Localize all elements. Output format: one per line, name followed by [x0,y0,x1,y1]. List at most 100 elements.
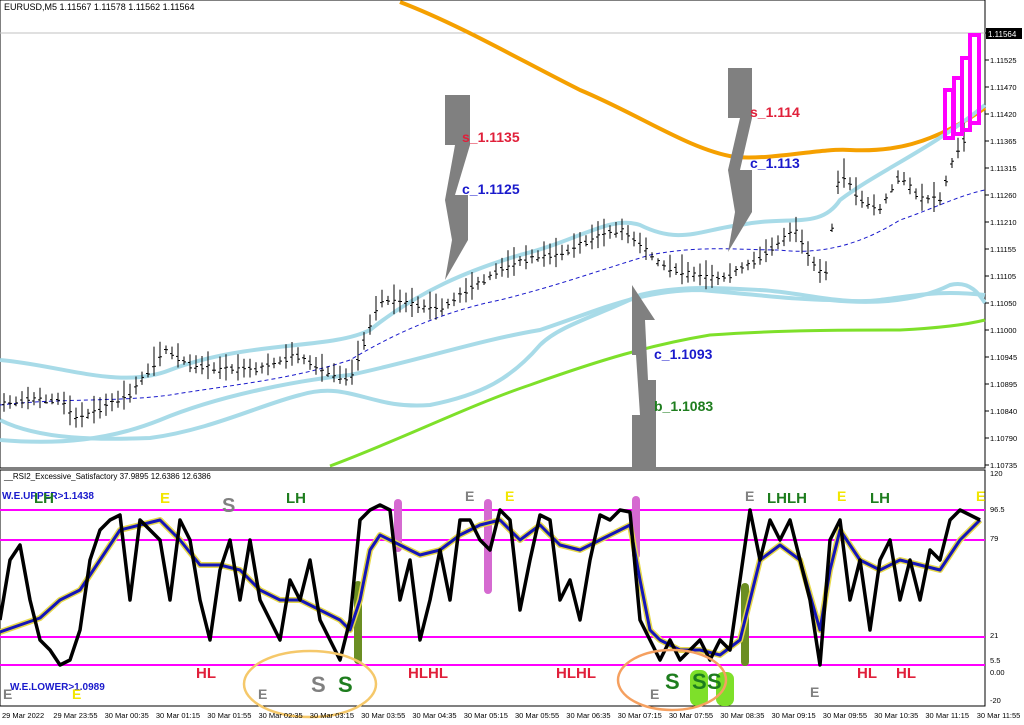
price-tick-label: 1.11420 [990,110,1017,119]
gray-buy-arrow [632,285,656,468]
time-tick-label: 30 Mar 07:15 [618,711,662,720]
marker-e: E [505,488,514,504]
time-tick-label: 30 Mar 03:15 [310,711,354,720]
marker-e: E [837,488,846,504]
indicator-title: __RSI2_Excessive_Satisfactory 37.9895 12… [3,472,211,481]
time-tick-label: 30 Mar 01:15 [156,711,200,720]
marker-lhlh: LHLH [767,490,807,507]
rsi-line [0,503,981,667]
indicator-level-label: 96.5 [990,505,1005,514]
annotation-s2: s_1.114 [750,104,800,120]
price-tick-label: 1.11260 [990,191,1017,200]
lower-level-label: W.E.LOWER>1.0989 [10,682,105,693]
marker-e: E [72,686,81,702]
annotation-b3: b_1.1083 [654,398,713,414]
price-tick-label: 1.11000 [990,326,1017,335]
marker-hl: HL [857,665,877,682]
lime-blob-1 [690,670,708,706]
marker-lh: LH [286,490,306,507]
time-tick-label: 30 Mar 05:55 [515,711,559,720]
current-price-box [986,28,1022,39]
price-tick-label: 1.10840 [990,407,1017,416]
marker-s: S [222,495,235,517]
annotation-s1: s_1.1135 [462,129,520,145]
price-tick-label: 1.11470 [990,83,1017,92]
price-tick-label: 1.10735 [990,461,1017,470]
time-tick-label: 30 Mar 11:15 [925,711,969,720]
price-bars [2,122,966,428]
price-tick-label: 1.11525 [990,56,1017,65]
marker-e: E [160,490,170,507]
marker-hlhl: HLHL [556,665,596,682]
price-tick-label: 1.11315 [990,164,1017,173]
highlight-ellipse-2 [616,648,728,712]
time-tick-label: 30 Mar 05:15 [464,711,508,720]
price-tick-label: 1.11050 [990,299,1017,308]
time-tick-label: 29 Mar 23:55 [53,711,97,720]
marker-s: S [692,669,707,694]
marker-hl: HL [896,665,916,682]
price-tick-label: 1.10895 [990,380,1017,389]
marker-s: S [311,672,326,697]
time-tick-label: 30 Mar 01:55 [207,711,251,720]
gray-sell-arrow-1 [445,95,470,280]
green-ma-line [329,318,986,468]
time-tick-label: 30 Mar 09:15 [772,711,816,720]
time-tick-label: 29 Mar 2022 [2,711,44,720]
price-tick-label: 1.10945 [990,353,1017,362]
bollinger-lower-line [0,285,986,441]
time-tick-label: 30 Mar 00:35 [105,711,149,720]
time-tick-label: 30 Mar 04:35 [412,711,456,720]
upper-level-label: W.E.UPPER>1.1438 [2,491,94,502]
marker-s: S [338,672,353,697]
main-chart-frame [0,0,986,469]
annotation-c3: c_1.1093 [654,346,713,362]
time-tick-label: 30 Mar 09:55 [823,711,867,720]
current-price-label: 1.11564 [988,30,1017,39]
highlight-ellipse-1 [242,649,378,719]
mid-dashed-ma-line [0,189,986,406]
marker-e: E [465,488,474,504]
price-tick-label: 1.10790 [990,434,1017,443]
marker-e: E [745,488,754,504]
signal-markers: LH E S LH E E E LHLH E LH E E HL E S S H… [3,488,985,702]
indicator-level-label: 5.5 [990,656,1000,665]
time-tick-label: 30 Mar 07:55 [669,711,713,720]
price-tick-label: 1.11365 [990,137,1017,146]
indicator-level-label: 79 [990,534,998,543]
time-tick-label: 30 Mar 10:35 [874,711,918,720]
indicator-frame [0,469,986,707]
indicator-level-label: -20 [990,696,1001,705]
marker-s: S [707,669,722,694]
symbol-info-header: EURUSD,M5 1.11567 1.11578 1.11562 1.1156… [4,2,194,12]
marker-lh: LH [34,490,54,507]
time-tick-label: 30 Mar 06:35 [566,711,610,720]
marker-hlhl: HLHL [408,665,448,682]
indicator-level-label: 120 [990,469,1003,478]
time-tick-label: 30 Mar 02:35 [259,711,303,720]
price-tick-label: 1.11210 [990,218,1017,227]
marker-e: E [976,488,985,504]
bollinger-middle-line [0,282,987,444]
time-tick-label: 30 Mar 11:55 [977,711,1021,720]
price-tick-label: 1.11155 [990,245,1016,254]
time-axis: 29 Mar 2022 29 Mar 23:55 30 Mar 00:35 30 Ma… [2,711,1020,720]
orange-ma-line [399,0,987,160]
marker-hl: HL [196,665,216,682]
annotation-c2: c_1.113 [750,155,800,171]
indicator-axis: 120 96.5 79 21 5.5 0.00 -20 [990,469,1005,705]
gray-sell-arrow-2 [728,68,752,252]
marker-e: E [3,686,12,702]
marker-e: E [258,686,267,702]
marker-lh: LH [870,490,890,507]
indicator-level-label: 0.00 [990,668,1005,677]
marker-e: E [810,684,819,700]
time-tick-label: 30 Mar 03:55 [361,711,405,720]
time-tick-label: 30 Mar 08:35 [720,711,764,720]
magenta-boxes [943,33,981,140]
price-tick-label: 1.11105 [990,272,1016,281]
marker-e: E [650,686,659,702]
indicator-level-label: 21 [990,631,998,640]
